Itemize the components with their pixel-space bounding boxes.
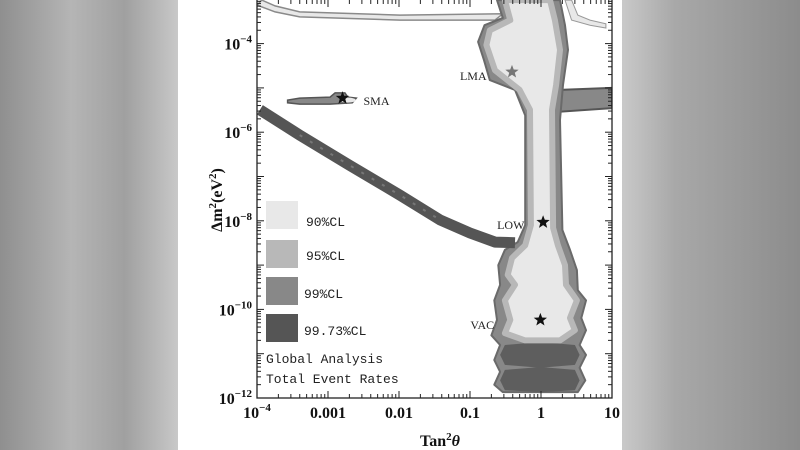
x-tick-label: 10 xyxy=(604,405,620,422)
legend-swatch-9973 xyxy=(266,314,298,342)
star-icon-low xyxy=(536,215,550,228)
best-fit-points: LMA SMA LOW VAC xyxy=(335,64,550,332)
legend-label-9973: 99.73%CL xyxy=(304,324,366,339)
legend-swatch-99 xyxy=(266,277,298,305)
x-tick-label: 1 xyxy=(537,405,545,422)
region-main-90 xyxy=(483,0,580,344)
region-top-right-arc xyxy=(564,0,607,29)
x-tick-label: 0.1 xyxy=(460,405,480,422)
region-diagonal-band xyxy=(257,105,516,249)
y-axis-title: Δm2(eV2) xyxy=(207,168,226,232)
contour-regions xyxy=(257,0,612,394)
x-tick-label: 10−4 xyxy=(243,402,271,422)
y-tick-label: 10−12 xyxy=(219,388,253,408)
legend-label-90: 90%CL xyxy=(306,215,345,230)
background-right xyxy=(622,0,800,450)
y-tick-label: 10−10 xyxy=(219,299,253,319)
x-tick-label: 0.01 xyxy=(385,405,413,422)
x-axis-title: Tan2θ xyxy=(420,431,461,450)
legend-label-95: 95%CL xyxy=(306,249,345,264)
tick-labels: 10−4 0.001 0.01 0.1 1 10 10−4 10−6 10−8 10−10 10−1… xyxy=(219,34,620,422)
legend-label-99: 99%CL xyxy=(304,287,343,302)
region-top-band xyxy=(257,0,505,21)
region-lower-lobe-2 xyxy=(500,367,580,393)
annotation-line-1: Global Analysis xyxy=(266,352,383,367)
y-tick-label: 10−4 xyxy=(224,34,252,54)
axis-ticks xyxy=(256,0,612,399)
star-icon-vac xyxy=(533,312,547,326)
point-label-lma: LMA xyxy=(460,69,487,83)
star-icon-lma xyxy=(505,64,519,78)
point-label-vac: VAC xyxy=(470,318,494,332)
annotation-line-2: Total Event Rates xyxy=(266,372,399,387)
legend-swatch-95 xyxy=(266,240,298,268)
legend: 90%CL 95%CL 99%CL 99.73%CL xyxy=(266,201,366,342)
point-label-sma: SMA xyxy=(363,94,389,108)
region-right-arm xyxy=(559,86,612,113)
y-tick-label: 10−8 xyxy=(224,211,252,231)
star-icon-sma xyxy=(335,91,350,104)
background-left xyxy=(0,0,178,450)
point-label-low: LOW xyxy=(497,218,525,232)
plot-frame xyxy=(256,0,613,399)
y-tick-label: 10−6 xyxy=(224,122,252,142)
region-lower-lobe-1 xyxy=(500,342,580,368)
legend-swatch-90 xyxy=(266,201,298,229)
x-tick-label: 0.001 xyxy=(310,405,346,422)
